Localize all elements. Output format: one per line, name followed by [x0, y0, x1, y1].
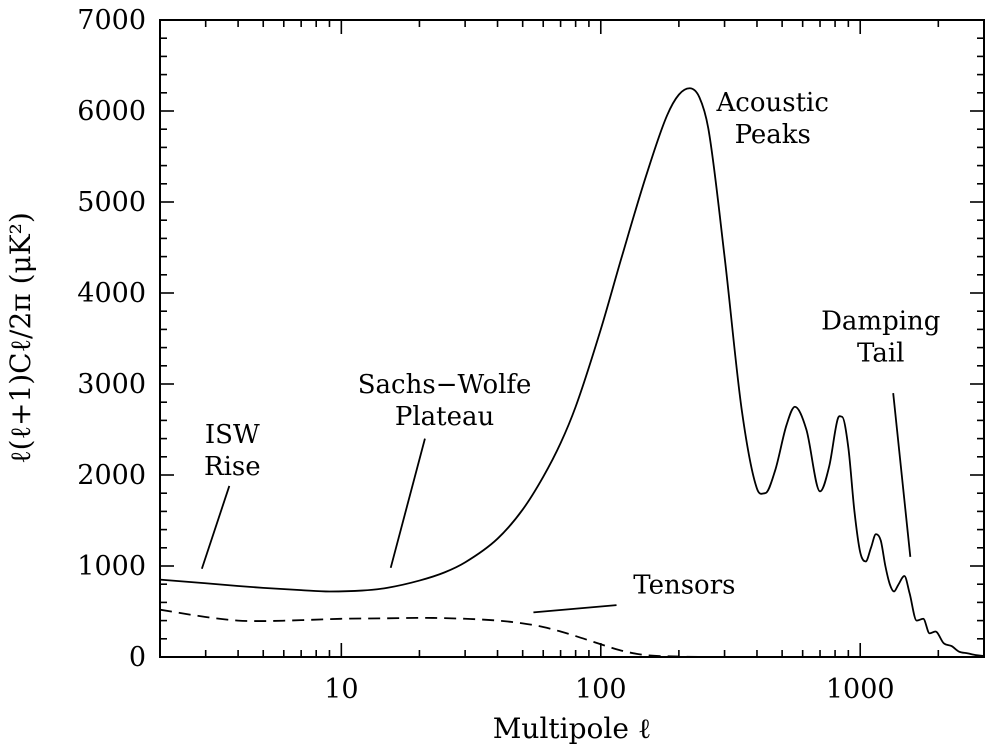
- annotation-pointer: [201, 485, 231, 570]
- curves: [159, 87, 985, 658]
- y-tick-label: 4000: [77, 278, 146, 309]
- annotation-pointer: [389, 438, 426, 569]
- y-tick-label: 6000: [77, 96, 146, 127]
- y-tick-label: 1000: [77, 551, 146, 582]
- x-tick-label: 10: [324, 674, 358, 705]
- y-axis-label: ℓ(ℓ+1)Cℓ/2π (μK²): [4, 212, 37, 464]
- plot-frame: [159, 19, 985, 658]
- annotation-pointer: [533, 604, 617, 614]
- y-tick-label: 7000: [77, 5, 146, 36]
- annotation-label: Acoustic: [716, 88, 829, 118]
- annotation-label: Peaks: [735, 120, 811, 150]
- annotation-label: Rise: [204, 452, 261, 482]
- annotation-label: Sachs−Wolfe: [358, 370, 532, 400]
- x-axis-label: Multipole ℓ: [493, 712, 651, 745]
- tensor-spectrum-line: [159, 608, 783, 658]
- power-spectrum-line: [159, 87, 985, 657]
- annotation-label: Plateau: [395, 402, 494, 432]
- axes: 0 1000 2000 3000 4000 5000 6000 7000 10 100 1000: [77, 5, 985, 705]
- x-tick-label: 1000: [826, 674, 895, 705]
- y-tick-label: 0: [129, 642, 146, 673]
- y-tick-label: 3000: [77, 369, 146, 400]
- y-tick-label: 2000: [77, 460, 146, 491]
- x-tick-label: 100: [575, 674, 627, 705]
- annotation-label: ISW: [205, 420, 260, 450]
- annotation-label: Tensors: [633, 570, 735, 600]
- annotation-pointer: [892, 393, 912, 557]
- annotation-label: Tail: [857, 338, 904, 368]
- y-tick-label: 5000: [77, 187, 146, 218]
- annotation-label: Damping: [821, 306, 940, 336]
